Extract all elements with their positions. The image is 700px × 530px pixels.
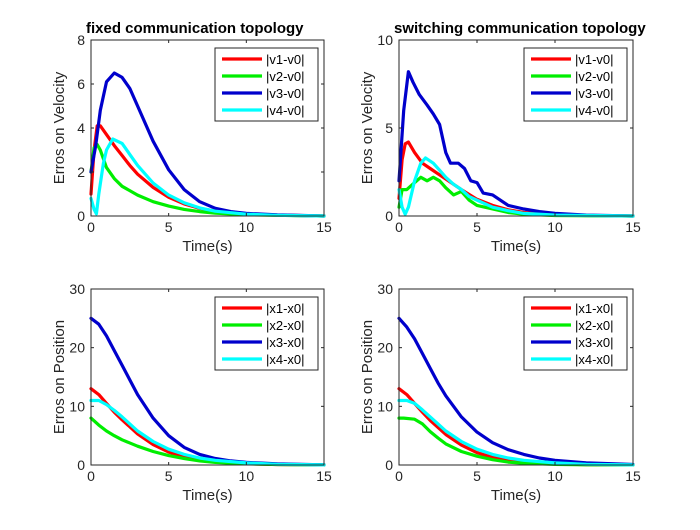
legend: |v1-v0| |v2-v0| |v3-v0| |v4-v0|: [214, 47, 319, 122]
x-tick-label: 15: [316, 219, 332, 235]
chart-title: switching communication topology: [394, 20, 646, 37]
y-tick-label: 10: [377, 398, 393, 414]
series-line-3: [397, 316, 635, 467]
subplot-3: 0 5 10 15 0 10 20 30 Time(s) Erros on Position |x1…: [51, 281, 332, 504]
y-tick-label: 2: [77, 164, 85, 180]
y-tick-label: 20: [377, 340, 393, 356]
legend: |v1-v0| |v2-v0| |v3-v0| |v4-v0|: [523, 47, 628, 122]
y-axis-label: Erros on Position: [51, 320, 68, 434]
legend: |x1-x0| |x2-x0| |x3-x0| |x4-x0|: [523, 296, 628, 371]
x-tick-label: 0: [87, 219, 95, 235]
series-line-4: [397, 156, 635, 218]
legend-label-2: |v2-v0|: [575, 69, 614, 84]
legend-label-2: |x2-x0|: [266, 318, 305, 333]
y-tick-label: 20: [69, 340, 85, 356]
legend-label-4: |v4-v0|: [266, 103, 305, 118]
series-line-4: [89, 137, 326, 218]
y-tick-label: 4: [77, 120, 85, 136]
y-tick-label: 0: [385, 208, 393, 224]
y-axis-label: Erros on Velocity: [359, 71, 376, 184]
y-tick-label: 0: [385, 457, 393, 473]
chart-title: fixed communication topology: [86, 20, 304, 37]
legend-label-4: |v4-v0|: [575, 103, 614, 118]
x-tick-label: 5: [165, 219, 173, 235]
series-line-2: [397, 416, 635, 467]
y-tick-label: 5: [385, 120, 393, 136]
x-tick-label: 0: [395, 468, 403, 484]
x-tick-label: 15: [625, 219, 641, 235]
y-tick-label: 0: [77, 208, 85, 224]
series-line-4: [89, 398, 326, 467]
y-tick-label: 0: [77, 457, 85, 473]
legend-label-1: |x1-x0|: [266, 301, 305, 316]
y-tick-label: 10: [377, 32, 393, 48]
legend-label-1: |v1-v0|: [575, 52, 614, 67]
x-tick-label: 10: [547, 219, 563, 235]
subplot-1: 0 5 10 15 0 2 4 6 8 Time(s) Erros on Velocity fixed…: [51, 20, 332, 255]
legend-label-4: |x4-x0|: [266, 352, 305, 367]
x-tick-label: 5: [473, 219, 481, 235]
x-tick-label: 5: [165, 468, 173, 484]
x-axis-label: Time(s): [491, 238, 541, 255]
x-tick-label: 10: [239, 468, 255, 484]
legend-label-2: |x2-x0|: [575, 318, 614, 333]
legend-label-3: |x3-x0|: [266, 335, 305, 350]
legend-label-1: |x1-x0|: [575, 301, 614, 316]
subplot-4: 0 5 10 15 0 10 20 30 Time(s) Erros on Position |x1…: [359, 281, 641, 504]
subplot-2: 0 5 10 15 0 5 10 Time(s) Erros on Velocity switch…: [359, 20, 646, 255]
x-tick-label: 5: [473, 468, 481, 484]
x-axis-label: Time(s): [182, 487, 232, 504]
legend-label-3: |v3-v0|: [575, 86, 614, 101]
series-line-4: [397, 398, 635, 467]
legend-label-3: |v3-v0|: [266, 86, 305, 101]
y-tick-label: 8: [77, 32, 85, 48]
legend-label-2: |v2-v0|: [266, 69, 305, 84]
x-tick-label: 10: [239, 219, 255, 235]
legend: |x1-x0| |x2-x0| |x3-x0| |x4-x0|: [214, 296, 319, 371]
legend-label-4: |x4-x0|: [575, 352, 614, 367]
x-tick-label: 15: [316, 468, 332, 484]
series-line-3: [397, 70, 635, 218]
x-tick-label: 10: [547, 468, 563, 484]
y-axis-label: Erros on Velocity: [51, 71, 68, 184]
y-tick-label: 30: [69, 281, 85, 297]
y-axis-label: Erros on Position: [359, 320, 376, 434]
axes-box: [398, 288, 634, 466]
axes-box: [90, 288, 325, 466]
x-axis-label: Time(s): [182, 238, 232, 255]
x-tick-label: 0: [87, 468, 95, 484]
x-tick-label: 15: [625, 468, 641, 484]
y-tick-label: 6: [77, 76, 85, 92]
legend-label-3: |x3-x0|: [575, 335, 614, 350]
legend-label-1: |v1-v0|: [266, 52, 305, 67]
y-tick-label: 30: [377, 281, 393, 297]
y-tick-label: 10: [69, 398, 85, 414]
x-tick-label: 0: [395, 219, 403, 235]
x-axis-label: Time(s): [491, 487, 541, 504]
